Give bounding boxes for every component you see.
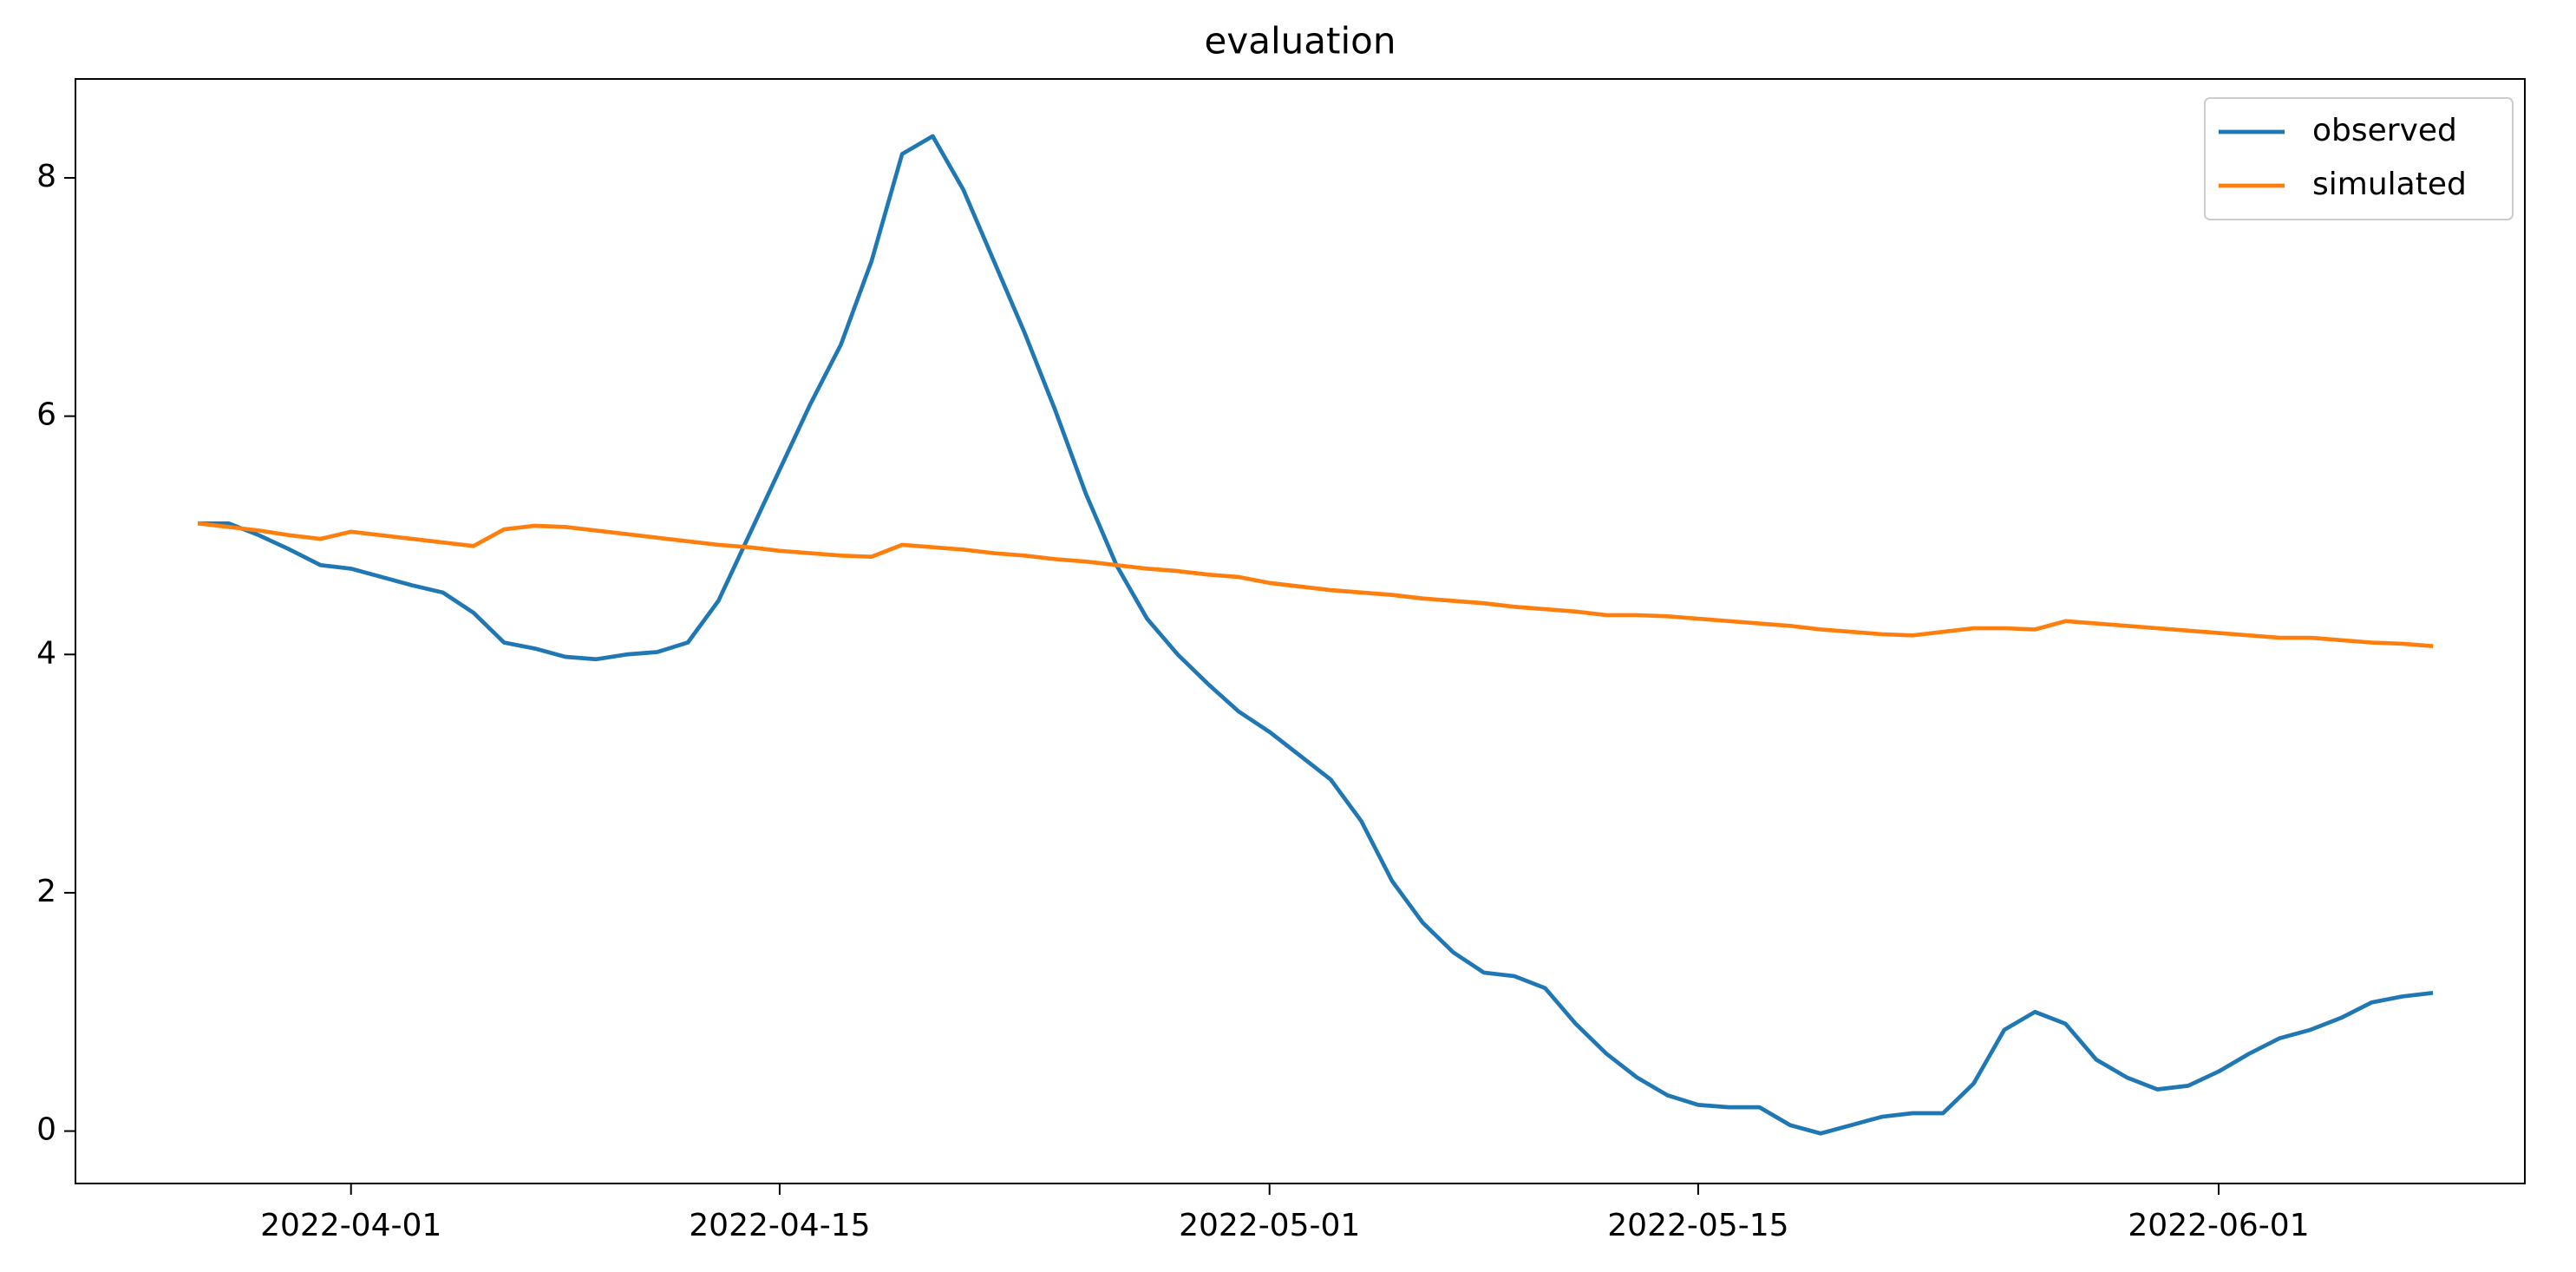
legend-box (2204, 97, 2514, 220)
legend-label: observed (2312, 113, 2457, 148)
chart-title: evaluation (1205, 20, 1396, 62)
legend-label: simulated (2312, 167, 2467, 202)
y-tick-label: 8 (36, 159, 56, 194)
x-tick-label: 2022-04-01 (260, 1208, 441, 1243)
x-tick-label: 2022-05-15 (1607, 1208, 1788, 1243)
data-line (197, 521, 2434, 649)
data-line (198, 134, 2434, 1136)
y-tick-label: 4 (36, 635, 56, 671)
x-tick-label: 2022-04-15 (689, 1208, 870, 1243)
legend: observed simulated (2204, 97, 2514, 220)
x-tick-label: 2022-05-01 (1179, 1208, 1360, 1243)
y-tick-label: 0 (36, 1112, 56, 1148)
x-tick-label: 2022-06-01 (2128, 1208, 2309, 1243)
y-tick-label: 2 (36, 874, 56, 909)
plot-frame (75, 78, 2526, 1184)
y-tick-label: 6 (36, 397, 56, 433)
